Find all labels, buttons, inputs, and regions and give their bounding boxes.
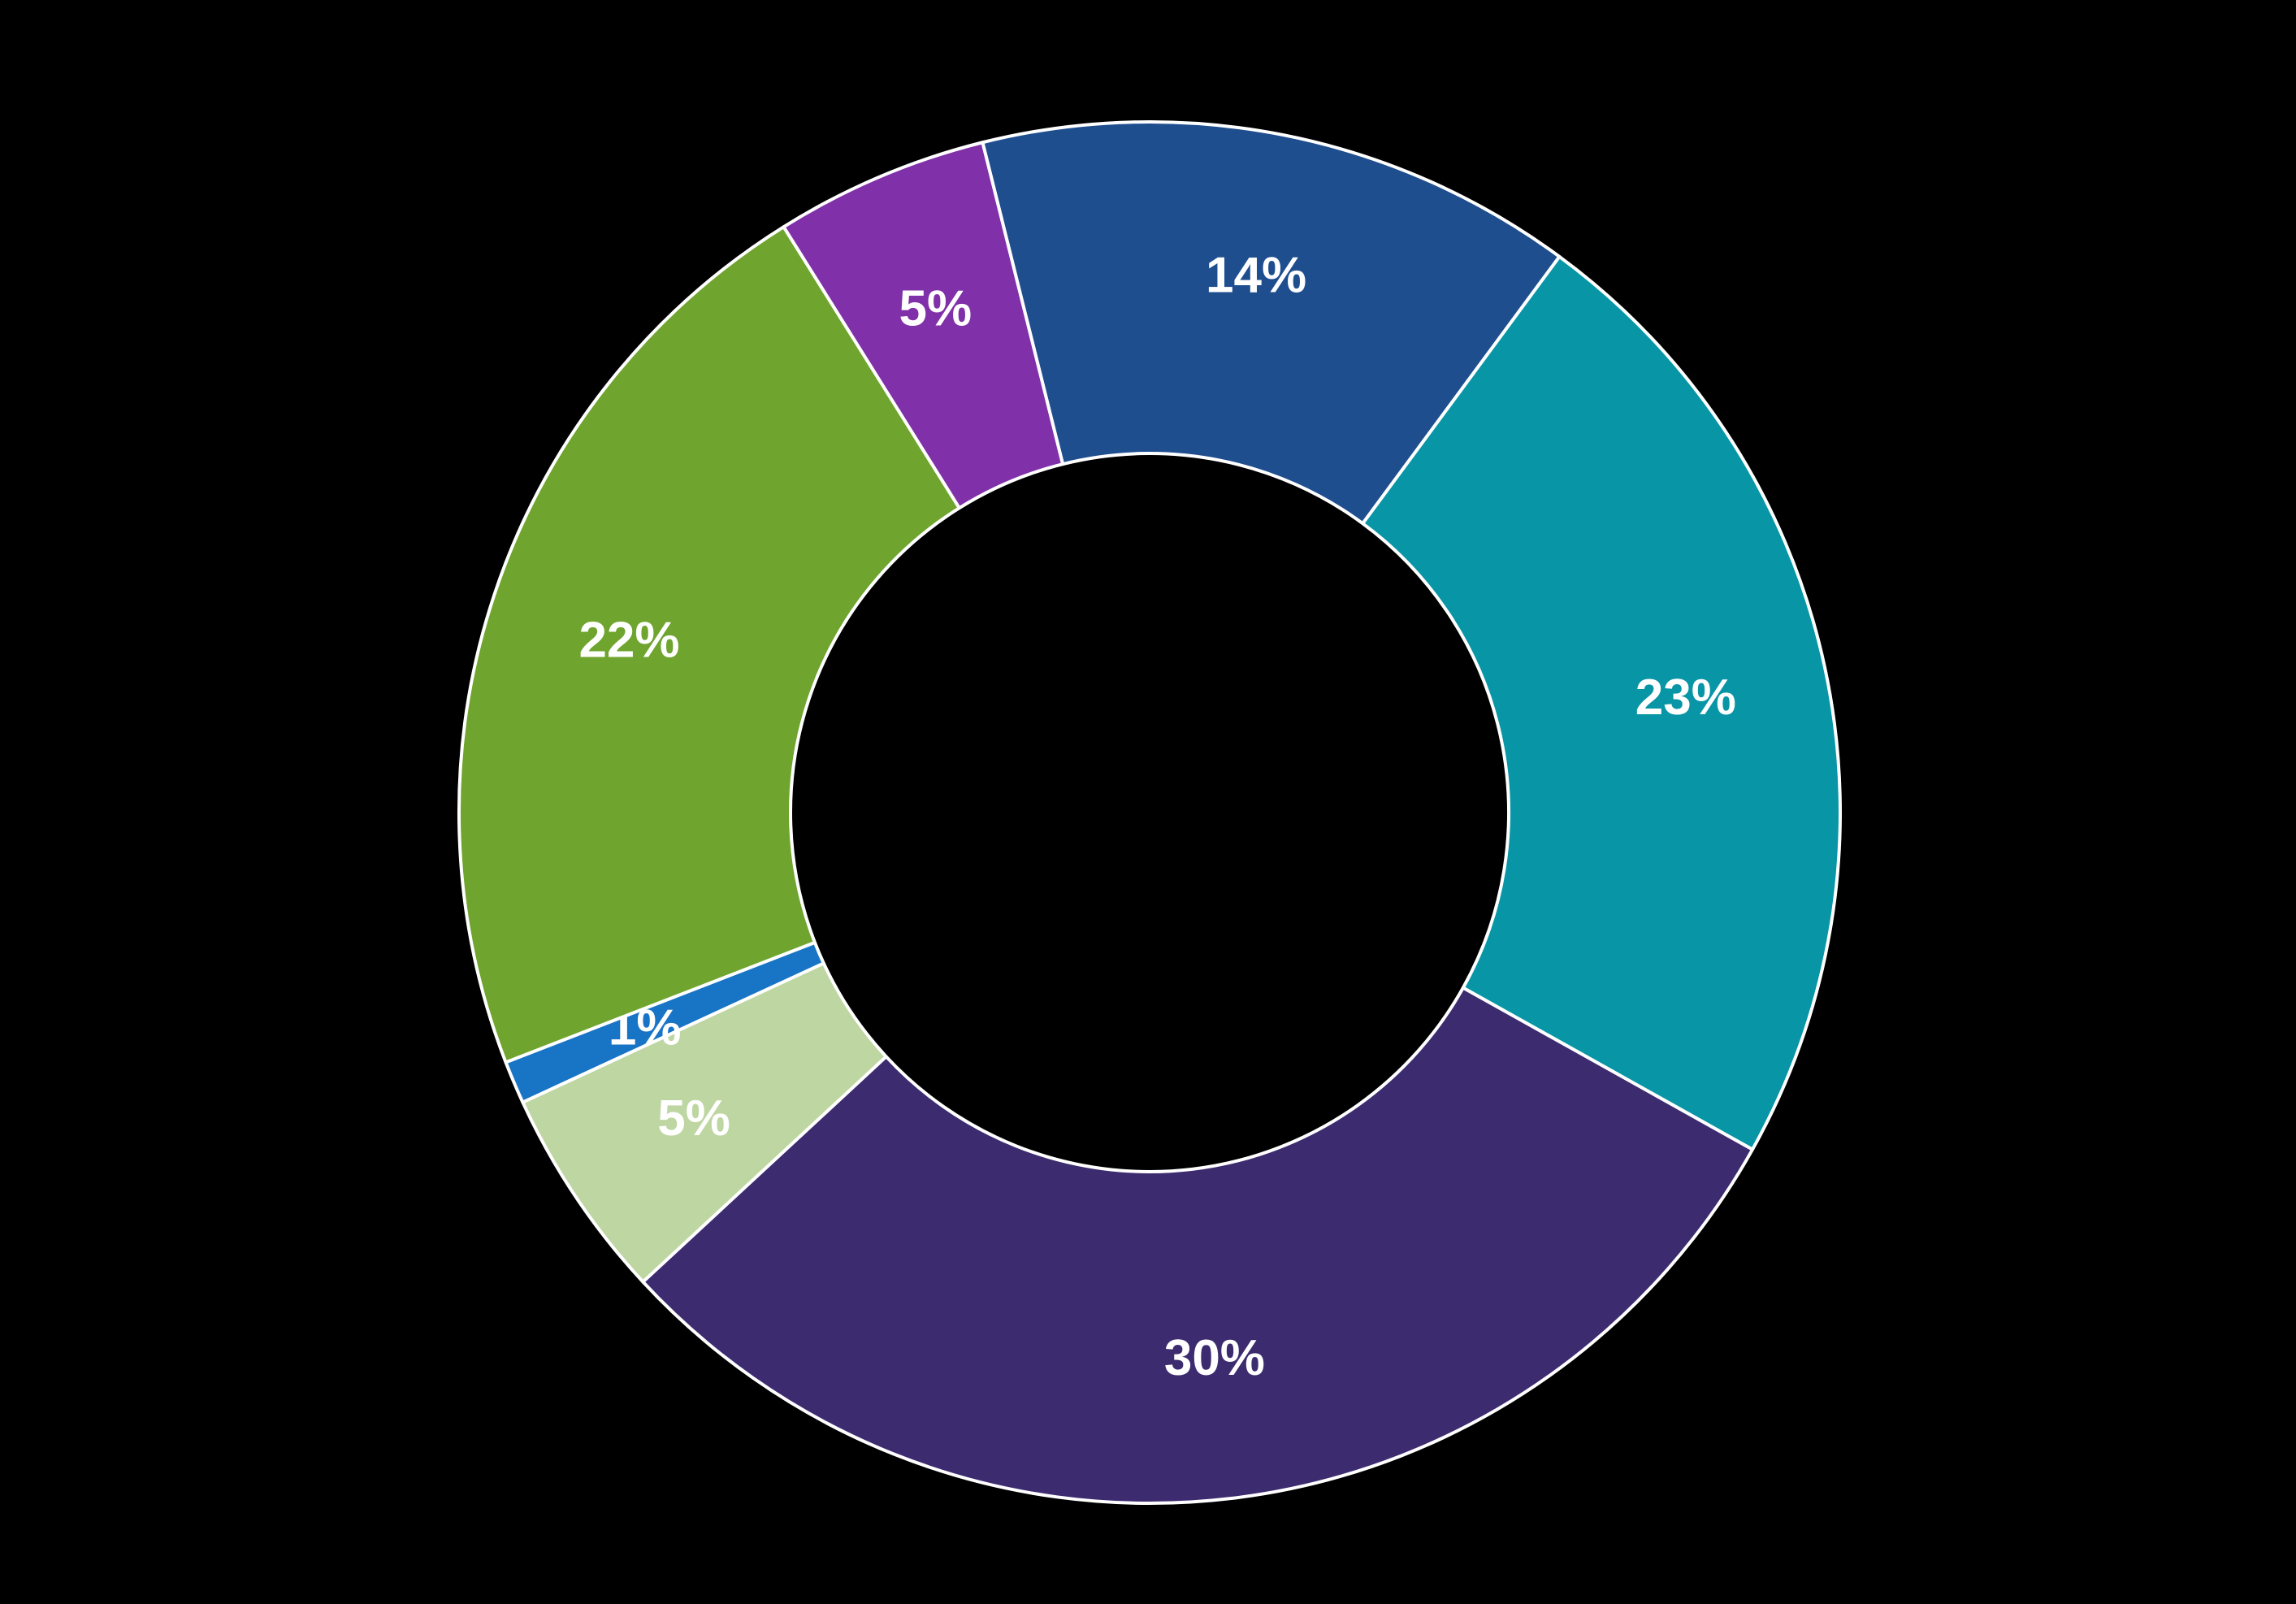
segment-label-6: 5% xyxy=(899,280,972,336)
segment-label-0: 14% xyxy=(1206,248,1306,304)
segment-label-2: 30% xyxy=(1164,1330,1265,1386)
donut-segment-6 xyxy=(782,141,1065,510)
donut-segment-1 xyxy=(1361,254,1842,1151)
segment-label-1: 23% xyxy=(1635,670,1736,726)
donut-segment-2 xyxy=(641,986,1754,1505)
segment-label-3: 5% xyxy=(657,1090,730,1147)
segment-label-5: 22% xyxy=(578,613,679,669)
donut-segment-0 xyxy=(981,120,1562,526)
donut-segment-5 xyxy=(457,225,961,1064)
